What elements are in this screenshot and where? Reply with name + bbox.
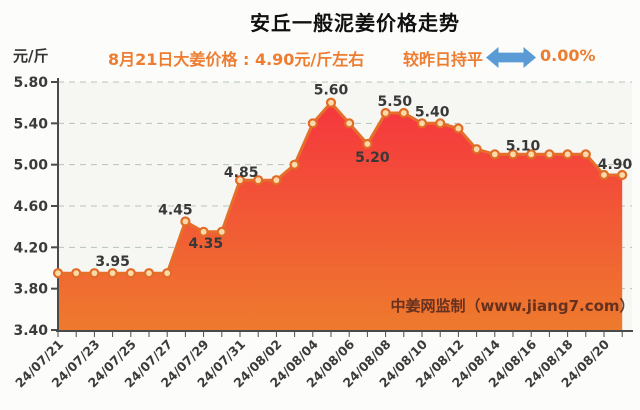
data-point-marker [471, 144, 482, 155]
data-point-marker [325, 97, 337, 108]
chart-title: 安丘一般泥姜价格走势 [250, 11, 460, 35]
area-fill [58, 102, 623, 330]
x-axis-labels: 24/07/2124/07/2324/07/2524/07/2724/07/29… [12, 336, 612, 390]
y-axis-unit-label: 元/斤 [13, 47, 49, 65]
data-value-label: 5.50 [378, 94, 413, 110]
data-point-marker [89, 268, 100, 279]
current-price-subtitle: 8月21日大姜价格 : 4.90元/斤左右 [108, 50, 365, 69]
data-value-label: 4.45 [158, 203, 193, 219]
x-axis-ticks [57, 332, 623, 337]
day-over-day-label: 较昨日持平 [403, 50, 484, 69]
y-tick-label: 5.80 [13, 75, 48, 91]
data-point-marker [580, 149, 591, 160]
data-point-marker [71, 268, 82, 279]
y-tick-label: 4.60 [13, 199, 48, 215]
data-point-marker [380, 107, 391, 119]
data-point-marker [234, 175, 246, 186]
data-point-marker [289, 159, 300, 170]
data-value-label: 5.20 [355, 150, 390, 166]
data-point-marker [562, 149, 573, 160]
data-point-marker [107, 268, 118, 279]
axes [56, 78, 633, 332]
data-point-marker [125, 268, 136, 279]
y-tick-label: 3.80 [13, 282, 48, 298]
data-point-marker [489, 149, 500, 160]
data-point-marker [271, 175, 282, 186]
data-point-marker [52, 268, 64, 279]
data-point-marker [453, 123, 464, 134]
data-point-marker [198, 226, 209, 237]
data-point-marker [180, 216, 191, 227]
double-arrow-shape [486, 47, 536, 68]
y-tick-label: 3.40 [13, 323, 48, 339]
data-point-marker [216, 226, 227, 237]
data-value-label: 4.35 [189, 236, 224, 252]
data-value-label: 5.40 [415, 104, 450, 120]
data-point-marker [143, 268, 155, 279]
data-point-marker [398, 107, 409, 119]
watermark: 中姜网监制（www.jiang7.com） [390, 297, 635, 315]
data-points [52, 97, 628, 279]
data-labels: 3.95 4.45 4.35 4.85 5.60 5.20 5.505.40 5.10 4.90 [95, 83, 633, 270]
data-value-label: 5.60 [314, 83, 349, 99]
flat-trend-double-arrow-icon [486, 47, 536, 68]
data-point-marker [344, 118, 355, 129]
data-point-marker [435, 118, 446, 129]
data-value-label: 5.10 [506, 138, 541, 154]
y-tick-label: 5.00 [13, 158, 48, 174]
data-point-marker [598, 169, 610, 181]
data-point-marker [253, 175, 264, 186]
data-point-marker [617, 169, 628, 181]
data-point-marker [307, 118, 318, 129]
data-point-marker [507, 149, 519, 160]
day-over-day-percent: 0.00% [540, 46, 596, 65]
y-tick-label: 5.40 [13, 116, 48, 132]
y-axis-labels: 3.40 3.80 4.20 4.60 5.00 5.40 5.80 [13, 75, 57, 339]
data-point-marker [416, 118, 428, 129]
data-value-label: 4.90 [598, 157, 633, 173]
data-point-marker [162, 268, 173, 279]
y-tick-label: 4.20 [13, 240, 48, 256]
data-point-marker [526, 149, 537, 160]
data-value-label: 4.85 [224, 165, 259, 181]
data-value-label: 3.95 [95, 254, 130, 270]
data-point-marker [544, 149, 555, 160]
data-point-marker [362, 138, 373, 150]
